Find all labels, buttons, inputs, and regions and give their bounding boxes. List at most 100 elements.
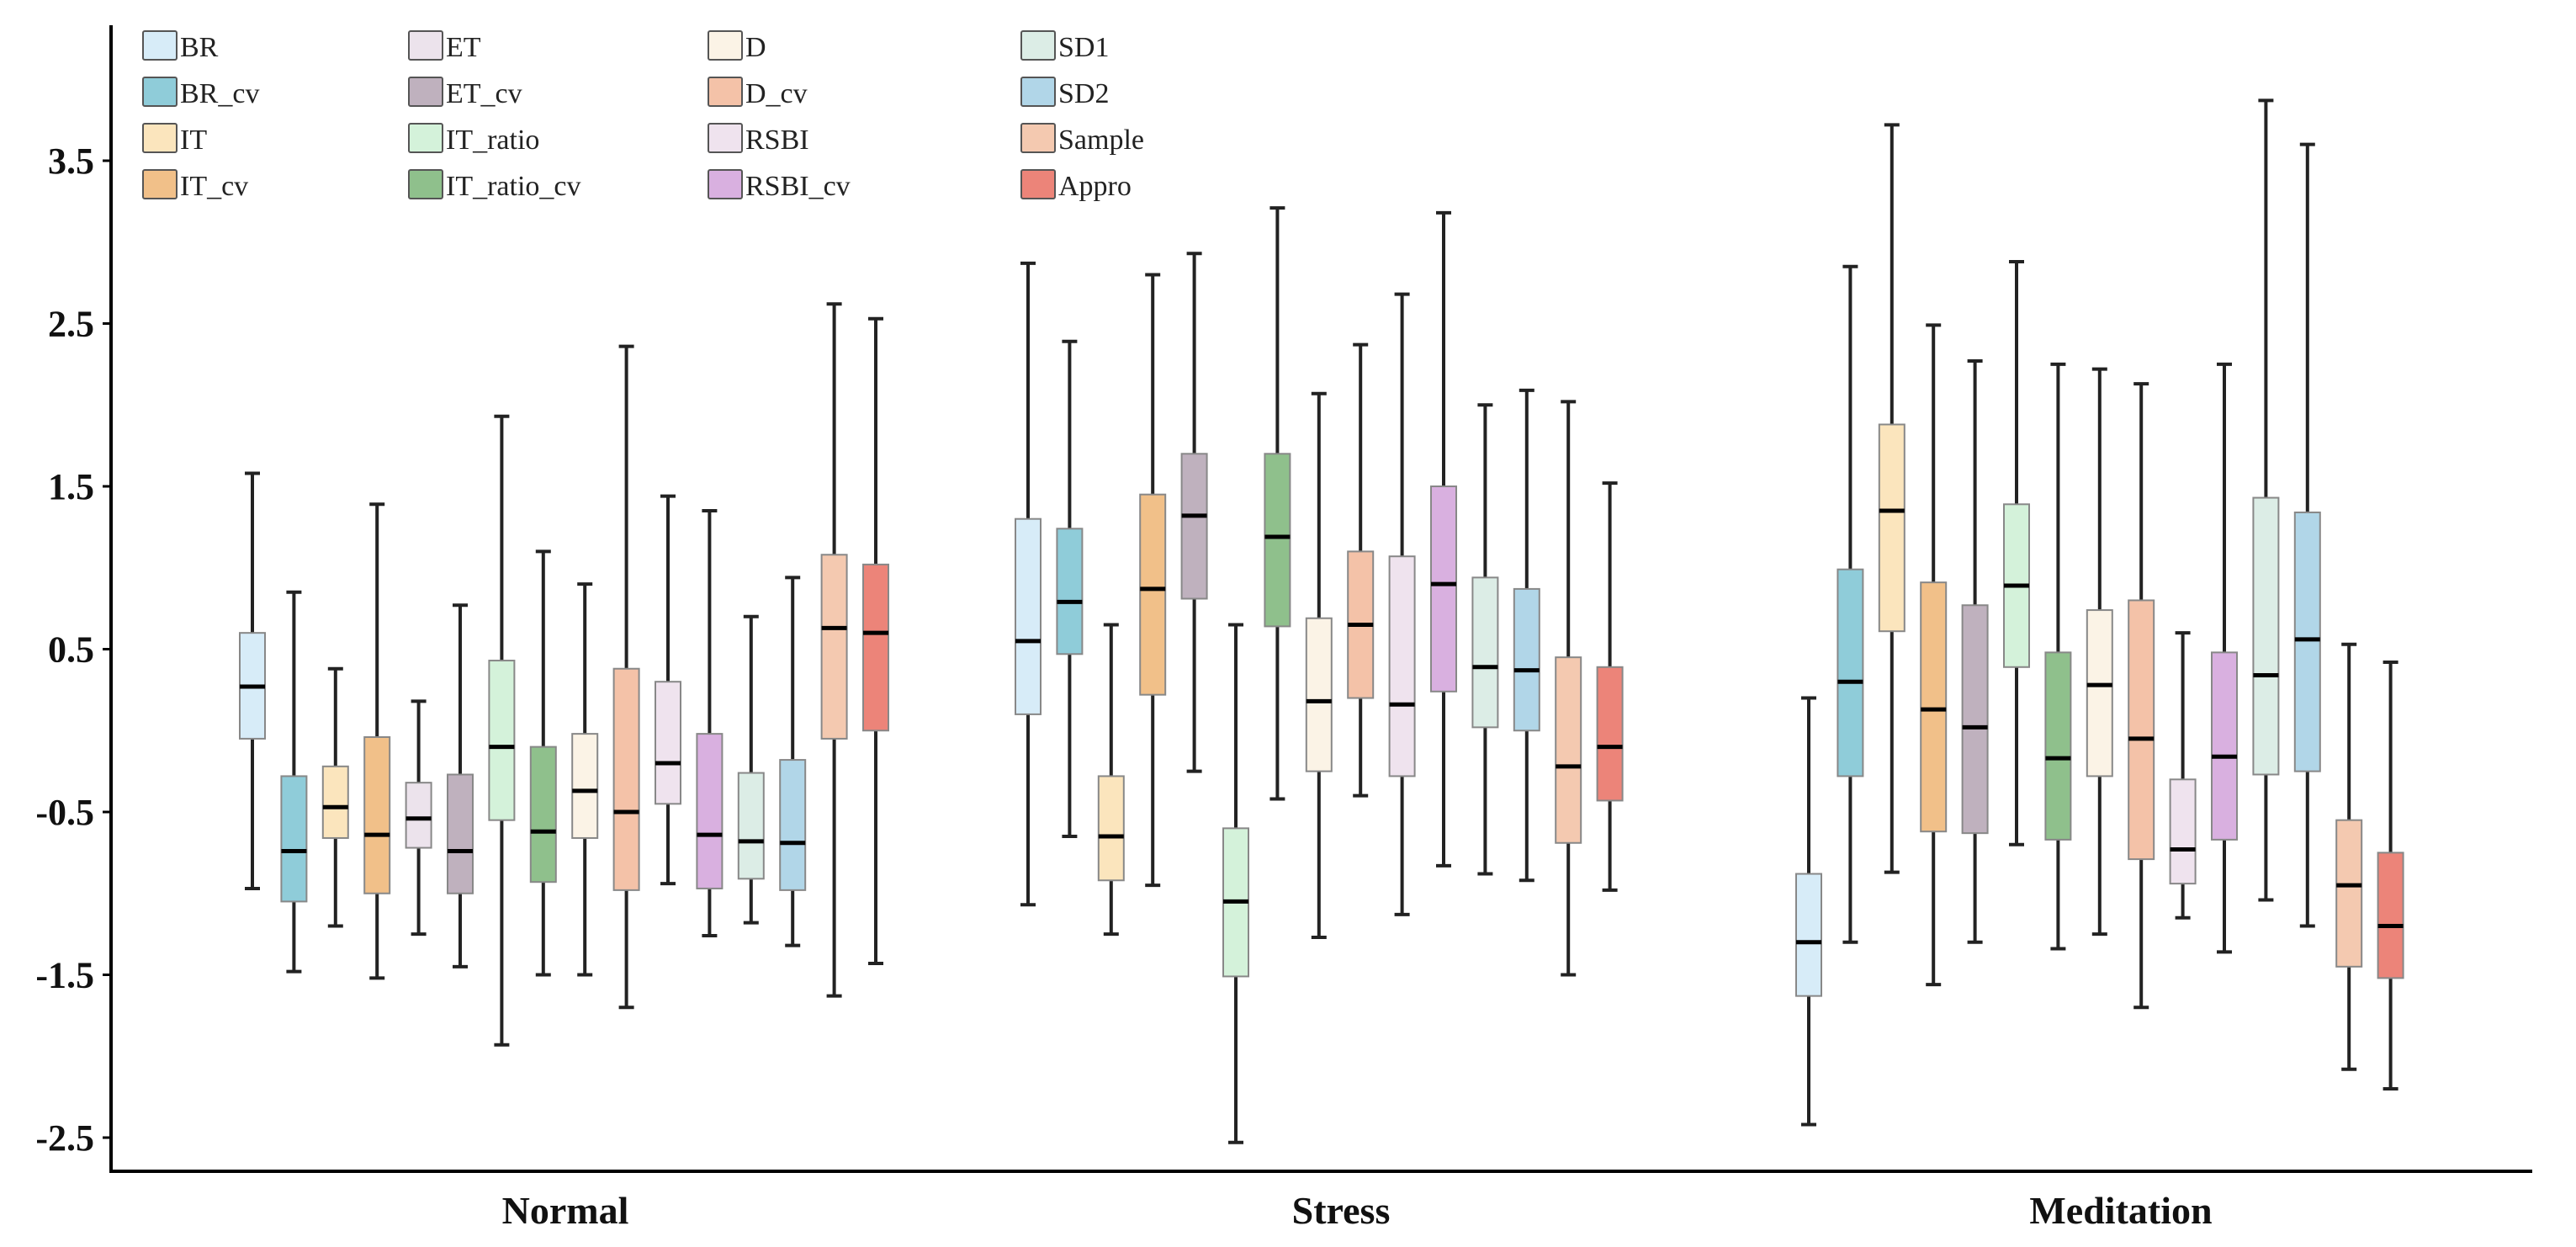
legend-label: BR xyxy=(180,32,219,63)
legend-item: SD2 xyxy=(1020,77,1109,109)
box-iqr xyxy=(1388,555,1416,777)
box-iqr xyxy=(405,782,432,849)
box-BR_cv-Normal xyxy=(280,590,308,974)
box-iqr xyxy=(2335,819,2363,968)
legend-swatch xyxy=(1020,30,1056,61)
box-Sample-Meditation xyxy=(2335,642,2363,1071)
box-iqr xyxy=(2169,778,2197,885)
legend-swatch xyxy=(1020,169,1056,199)
box-BR-Meditation xyxy=(1795,696,1822,1127)
y-tick-label: 1.5 xyxy=(48,466,94,507)
box-IT_ratio-Stress xyxy=(1222,623,1249,1144)
legend-item: BR_cv xyxy=(142,77,259,109)
box-SD1-Meditation xyxy=(2252,98,2280,902)
box-iqr xyxy=(280,775,308,903)
legend-swatch xyxy=(408,30,443,61)
box-iqr xyxy=(1471,576,1499,729)
box-iqr xyxy=(737,772,765,880)
box-D-Meditation xyxy=(2086,367,2113,937)
y-tick-label: -2.5 xyxy=(35,1117,94,1159)
box-ET-Normal xyxy=(405,699,432,937)
box-iqr xyxy=(488,660,516,821)
box-iqr xyxy=(363,735,391,894)
legend-item: D_cv xyxy=(708,77,808,109)
box-Appro-Meditation xyxy=(2377,660,2404,1090)
y-tick-label: -0.5 xyxy=(35,792,94,833)
box-IT_ratio_cv-Stress xyxy=(1264,206,1291,801)
box-RSBI-Stress xyxy=(1388,292,1416,916)
box-iqr xyxy=(1596,666,1624,802)
box-IT_cv-Meditation xyxy=(1920,323,1948,987)
box-BR_cv-Meditation xyxy=(1837,264,1864,944)
x-group-label: Normal xyxy=(502,1189,629,1232)
box-iqr xyxy=(2252,496,2280,776)
legend-label: D_cv xyxy=(745,78,808,109)
legend-item: D xyxy=(708,30,766,63)
x-group-label: Meditation xyxy=(2029,1189,2212,1232)
box-ET_cv-Normal xyxy=(447,603,474,968)
legend-label: IT_ratio_cv xyxy=(446,171,581,202)
box-IT-Normal xyxy=(321,666,349,928)
box-iqr xyxy=(1139,493,1167,696)
legend-label: IT xyxy=(180,125,207,156)
box-iqr xyxy=(2211,651,2238,841)
legend-swatch xyxy=(142,77,178,107)
legend-swatch xyxy=(408,77,443,107)
legend-item: IT xyxy=(142,123,207,156)
legend-item: ET xyxy=(408,30,481,63)
legend-label: SD1 xyxy=(1058,32,1109,63)
box-iqr xyxy=(779,759,807,891)
box-IT-Stress xyxy=(1097,623,1125,937)
boxes xyxy=(239,98,2404,1144)
box-iqr xyxy=(529,746,557,884)
box-iqr xyxy=(2086,609,2113,777)
legend-item: IT_ratio_cv xyxy=(408,169,581,202)
legend-item: Appro xyxy=(1020,169,1132,202)
box-ET_cv-Meditation xyxy=(1961,359,1989,944)
y-tick-label: 3.5 xyxy=(48,141,94,182)
box-IT-Meditation xyxy=(1878,123,1905,874)
box-Appro-Stress xyxy=(1596,481,1624,892)
legend-item: RSBI xyxy=(708,123,809,156)
legend-swatch xyxy=(708,77,743,107)
box-SD2-Stress xyxy=(1513,388,1540,883)
legend-label: D xyxy=(745,32,766,63)
box-IT_ratio_cv-Normal xyxy=(529,549,557,977)
box-IT_cv-Stress xyxy=(1139,273,1167,888)
box-iqr xyxy=(612,667,640,891)
legend-swatch xyxy=(142,30,178,61)
legend-item: BR xyxy=(142,30,219,63)
box-iqr xyxy=(447,773,474,894)
legend-label: RSBI_cv xyxy=(745,171,851,202)
legend-label: Appro xyxy=(1058,171,1132,202)
legend-swatch xyxy=(142,169,178,199)
legend-label: ET xyxy=(446,32,481,63)
box-SD2-Normal xyxy=(779,576,807,947)
box-iqr xyxy=(1513,587,1540,732)
box-RSBI_cv-Stress xyxy=(1430,210,1457,868)
box-iqr xyxy=(1015,517,1042,715)
box-IT_cv-Normal xyxy=(363,502,391,980)
box-SD1-Stress xyxy=(1471,403,1499,876)
box-iqr xyxy=(820,554,848,740)
box-iqr xyxy=(321,765,349,839)
box-D-Stress xyxy=(1305,391,1333,939)
box-D_cv-Meditation xyxy=(2128,382,2155,1010)
box-D_cv-Normal xyxy=(612,344,640,1010)
box-BR-Normal xyxy=(239,471,266,890)
box-iqr xyxy=(1097,775,1125,882)
box-iqr xyxy=(1430,486,1457,692)
group-labels: Normal Stress Meditation xyxy=(502,1189,2213,1232)
box-iqr xyxy=(1837,568,1864,777)
legend-swatch xyxy=(1020,123,1056,153)
legend-swatch xyxy=(708,169,743,199)
legend-label: BR_cv xyxy=(180,78,259,109)
legend-label: ET_cv xyxy=(446,78,522,109)
box-iqr xyxy=(1920,581,1948,833)
box-iqr xyxy=(862,563,889,732)
box-iqr xyxy=(1555,656,1582,844)
box-BR_cv-Stress xyxy=(1056,339,1084,839)
legend-item: SD1 xyxy=(1020,30,1109,63)
box-iqr xyxy=(696,733,724,889)
box-IT_ratio-Meditation xyxy=(2003,259,2030,846)
